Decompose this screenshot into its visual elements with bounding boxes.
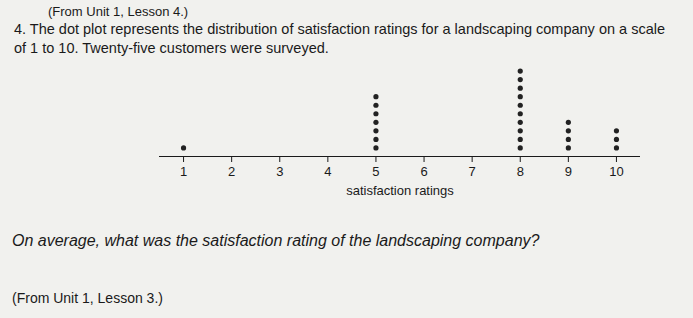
html-text:(From Unit 1, Lesson 4.): (From Unit 1, Lesson 4.) bbox=[48, 4, 189, 19]
svg-text:10: 10 bbox=[609, 164, 623, 179]
svg-text:7: 7 bbox=[469, 164, 476, 179]
html-text:4. The dot plot represents the: 4. The dot plot represents the distribut… bbox=[14, 21, 665, 56]
svg-text:6: 6 bbox=[420, 164, 427, 179]
html-text:On average, what was the satis: On average, what was the satisfaction ra… bbox=[12, 232, 540, 249]
svg-text:satisfaction ratings: satisfaction ratings bbox=[346, 183, 454, 198]
svg-text:9: 9 bbox=[565, 164, 572, 179]
html-text:(From Unit 1, Lesson 3.): (From Unit 1, Lesson 3.) bbox=[12, 290, 163, 306]
svg-text:2: 2 bbox=[228, 164, 235, 179]
svg-text:8: 8 bbox=[517, 164, 524, 179]
svg-text:4: 4 bbox=[324, 164, 331, 179]
svg-text:5: 5 bbox=[372, 164, 379, 179]
svg-text:1: 1 bbox=[180, 164, 187, 179]
svg-text:3: 3 bbox=[276, 164, 283, 179]
